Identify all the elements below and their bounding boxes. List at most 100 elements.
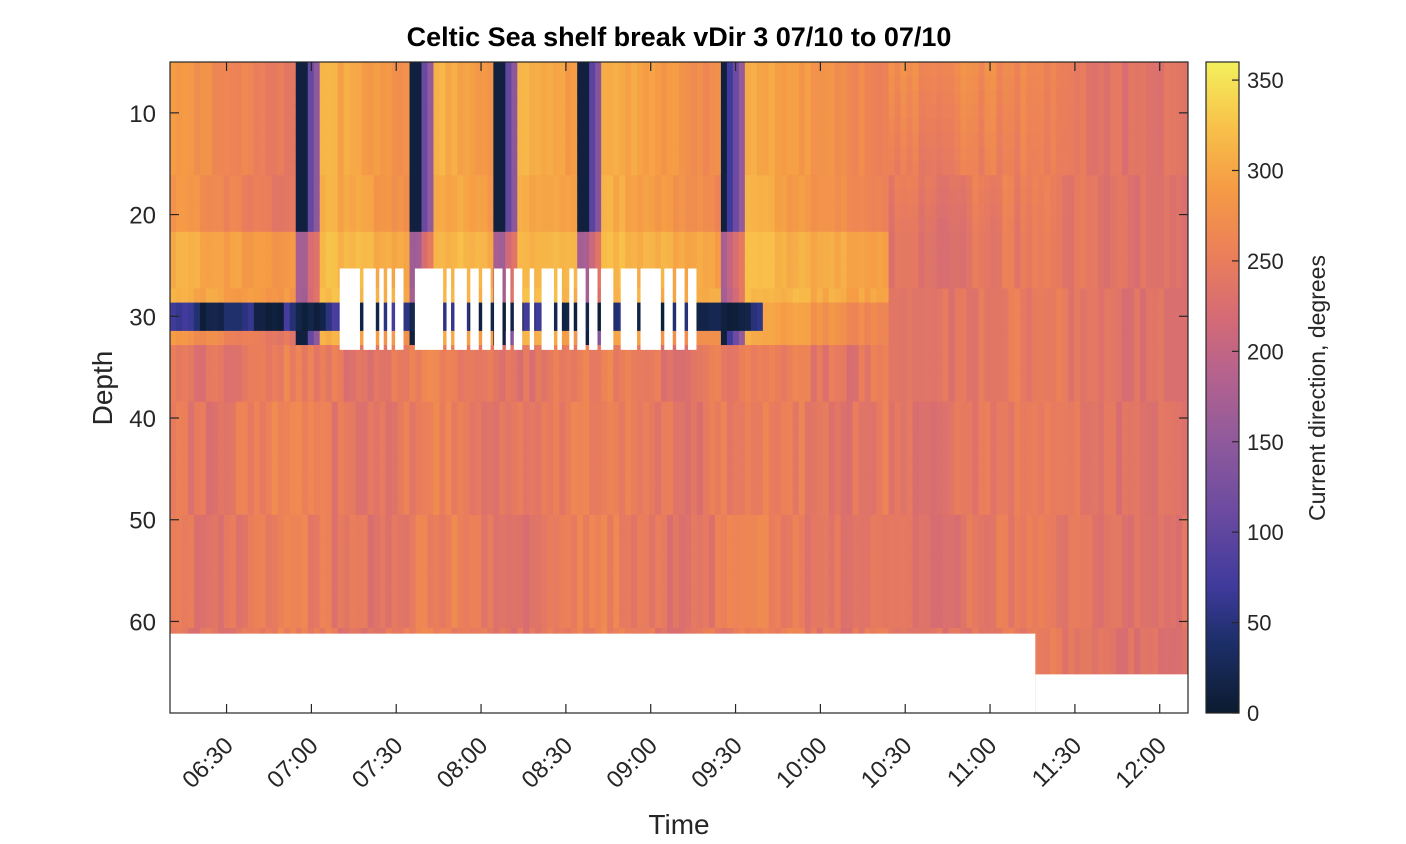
heatmap-cell [415,62,423,77]
heatmap-cell [762,132,770,148]
heatmap-cell [726,401,734,417]
heatmap-cell [595,444,602,460]
heatmap-cell [750,373,758,389]
heatmap-cell [421,245,429,261]
heatmap-cell [696,571,704,587]
heatmap-cell [756,231,764,247]
heatmap-cell [804,132,812,148]
heatmap-cell [583,557,590,573]
heatmap-cell [523,189,531,205]
heatmap-cell [690,486,698,502]
heatmap-cell [726,514,734,530]
heatmap-cell [193,132,201,148]
heatmap-cell [774,373,782,389]
heatmap-cell [367,557,375,573]
heatmap-cell [259,231,267,247]
heatmap-cell [445,90,453,106]
heatmap-cell [331,444,339,460]
heatmap-cell [277,260,285,276]
heatmap-cell [529,429,537,445]
heatmap-cell [295,76,303,92]
heatmap-cell [427,585,435,601]
heatmap-cell [517,472,525,488]
heatmap-cell [241,175,249,191]
heatmap-cell [343,90,351,106]
heatmap-cell [175,260,183,276]
heatmap-cell [229,613,237,629]
heatmap-cell [529,401,537,417]
heatmap-cell [493,189,501,205]
heatmap-cell [361,104,369,120]
heatmap-cell [637,217,644,233]
heatmap-cell [337,189,345,205]
heatmap-cell [505,613,513,629]
heatmap-cell [762,415,770,431]
heatmap-cell [565,401,573,417]
heatmap-cell [535,118,543,134]
heatmap-cell [511,557,519,573]
heatmap-cell [613,472,620,488]
heatmap-cell [331,62,339,77]
heatmap-cell [247,529,255,544]
heatmap-cell [271,245,279,261]
heatmap-cell [571,444,578,460]
heatmap-cell [690,260,698,276]
heatmap-cell [798,613,806,629]
heatmap-cell [744,132,752,148]
heatmap-cell [361,458,369,474]
heatmap-cell [768,529,776,544]
heatmap-cell [193,543,201,559]
heatmap-cell [613,146,620,162]
heatmap-cell [762,90,770,106]
heatmap-cell [475,514,483,530]
heatmap-cell [181,359,189,375]
heatmap-cell [696,585,704,601]
heatmap-cell [529,217,537,233]
heatmap-cell [343,76,351,92]
heatmap-cell [481,373,489,389]
heatmap-cell [780,161,788,177]
heatmap-cell [205,104,213,120]
heatmap-cell [277,62,285,77]
heatmap-cell [301,146,309,162]
heatmap-cell [391,401,399,417]
heatmap-cell [319,514,327,530]
heatmap-cell [738,90,746,106]
heatmap-cell [373,132,381,148]
heatmap-cell [451,472,459,488]
heatmap-cell [511,217,519,233]
heatmap-cell [367,217,375,233]
heatmap-cell [750,458,758,474]
heatmap-cell [170,217,177,233]
heatmap-cell [577,458,584,474]
heatmap-cell [661,118,668,134]
heatmap-cell [433,500,441,516]
heatmap-cell [553,571,561,587]
heatmap-cell [637,613,644,629]
heatmap-cell [810,104,818,120]
heatmap-cell [798,330,806,346]
heatmap-cell [744,387,752,403]
heatmap-cell [541,500,549,516]
heatmap-cell [277,288,285,304]
heatmap-cell [283,161,291,177]
heatmap-cell [301,401,309,417]
heatmap-cell [786,330,794,346]
heatmap-cell [481,585,489,601]
heatmap-cell [391,387,399,403]
heatmap-cell [331,359,339,375]
heatmap-cell [714,76,722,92]
heatmap-cell [762,161,770,177]
heatmap-cell [463,401,471,417]
heatmap-cell [373,330,381,346]
heatmap-cell [667,613,674,629]
heatmap-cell [391,288,399,304]
heatmap-cell [433,486,441,502]
heatmap-cell [397,472,405,488]
heatmap-cell [786,401,794,417]
heatmap-cell [702,599,710,615]
heatmap-cell [780,245,788,261]
heatmap-cell [523,472,531,488]
heatmap-cell [247,429,255,445]
heatmap-cell [349,529,357,544]
